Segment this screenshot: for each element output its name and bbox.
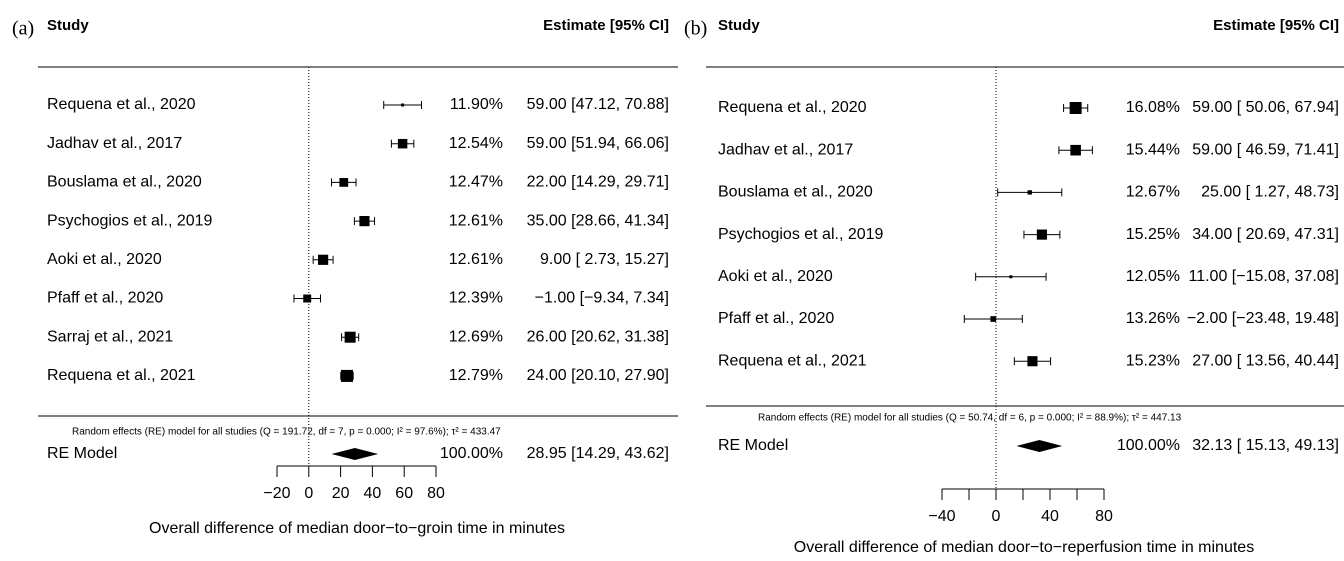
weight: 15.44% [1126,141,1180,158]
weight: 11.90% [450,96,503,113]
weight: 12.69% [449,328,503,345]
weight: 15.25% [1126,226,1180,243]
weight: 12.54% [449,135,503,152]
x-tick-label: 80 [427,485,445,502]
x-axis-title: Overall difference of median door−to−gro… [149,520,565,537]
estimate-box [1036,229,1047,240]
summary-estimate: 32.13 [ 15.13, 49.13] [1192,437,1339,454]
x-tick-label: 40 [364,485,382,502]
estimate-box [359,216,370,227]
summary-diamond [331,448,379,460]
column-header: Estimate [95% CI] [1213,17,1339,34]
estimate-box [303,294,312,303]
estimate-box [401,103,405,107]
estimate: 26.00 [20.62, 31.38] [527,328,669,345]
study-name: Aoki et al., 2020 [47,251,162,268]
weight: 16.08% [1126,99,1180,116]
estimate: 25.00 [ 1.27, 48.73] [1201,184,1339,201]
x-tick-label: 80 [1095,508,1113,525]
x-tick-label: −20 [263,485,290,502]
estimate-box [340,369,353,382]
weight: 15.23% [1126,352,1180,369]
estimate-box [344,331,356,343]
summary-estimate: 28.95 [14.29, 43.62] [527,445,669,462]
study-name: Jadhav et al., 2017 [718,141,853,158]
estimate: 59.00 [51.94, 66.06] [527,135,669,152]
summary-weight: 100.00% [440,445,503,462]
weight: 13.26% [1126,310,1180,327]
summary-label: RE Model [718,437,788,454]
weight: 12.61% [449,251,503,268]
x-tick-label: 40 [1041,508,1059,525]
study-name: Aoki et al., 2020 [718,268,833,285]
estimate: 24.00 [20.10, 27.90] [527,367,669,384]
column-header: Study [47,17,89,34]
estimate-box [339,178,349,187]
estimate: 59.00 [47.12, 70.88] [527,96,669,113]
study-name: Bouslama et al., 2020 [718,184,873,201]
estimate: 35.00 [28.66, 41.34] [527,212,669,229]
estimate-box [1070,144,1081,156]
study-name: Sarraj et al., 2021 [47,328,173,345]
estimate-box [990,316,997,322]
estimate-box [1027,190,1032,195]
weight: 12.67% [1126,184,1180,201]
x-axis-title: Overall difference of median door−to−rep… [794,539,1254,556]
estimate: 9.00 [ 2.73, 15.27] [540,251,669,268]
study-name: Requena et al., 2020 [47,96,196,113]
estimate-box [1069,102,1082,114]
study-name: Psychogios et al., 2019 [47,212,213,229]
x-tick-label: 60 [395,485,413,502]
study-name: Bouslama et al., 2020 [47,174,202,191]
x-tick-label: −40 [928,508,955,525]
estimate: 22.00 [14.29, 29.71] [527,174,669,191]
model-note: Random effects (RE) model for all studie… [72,427,501,438]
summary-label: RE Model [47,445,117,462]
study-name: Requena et al., 2020 [718,99,867,116]
weight: 12.79% [449,367,503,384]
summary-diamond [1016,440,1063,452]
study-name: Pfaff et al., 2020 [47,290,163,307]
study-name: Jadhav et al., 2017 [47,135,182,152]
weight: 12.61% [449,212,503,229]
x-tick-label: 0 [992,508,1001,525]
panel-label: (b) [684,18,707,40]
estimate-box [318,254,329,265]
study-name: Requena et al., 2021 [47,367,196,384]
study-name: Requena et al., 2021 [718,352,867,369]
estimate: 11.00 [−15.08, 37.08] [1189,268,1340,285]
estimate: 34.00 [ 20.69, 47.31] [1192,226,1339,243]
column-header: Estimate [95% CI] [543,17,669,34]
x-tick-label: 0 [304,485,313,502]
estimate: −1.00 [−9.34, 7.34] [535,290,669,307]
estimate-box [1009,275,1013,279]
x-tick-label: 20 [332,485,350,502]
study-name: Pfaff et al., 2020 [718,310,834,327]
estimate: 27.00 [ 13.56, 40.44] [1192,352,1339,369]
estimate: 59.00 [ 46.59, 71.41] [1192,141,1339,158]
estimate: −2.00 [−23.48, 19.48] [1187,310,1339,327]
estimate-box [397,138,408,149]
column-header: Study [718,17,760,34]
weight: 12.05% [1126,268,1180,285]
panel-label: (a) [12,18,34,40]
estimate-box [1027,356,1038,367]
model-note: Random effects (RE) model for all studie… [758,413,1182,424]
weight: 12.47% [449,174,503,191]
estimate: 59.00 [ 50.06, 67.94] [1192,99,1339,116]
study-name: Psychogios et al., 2019 [718,226,884,243]
summary-weight: 100.00% [1117,437,1180,454]
weight: 12.39% [449,290,503,307]
